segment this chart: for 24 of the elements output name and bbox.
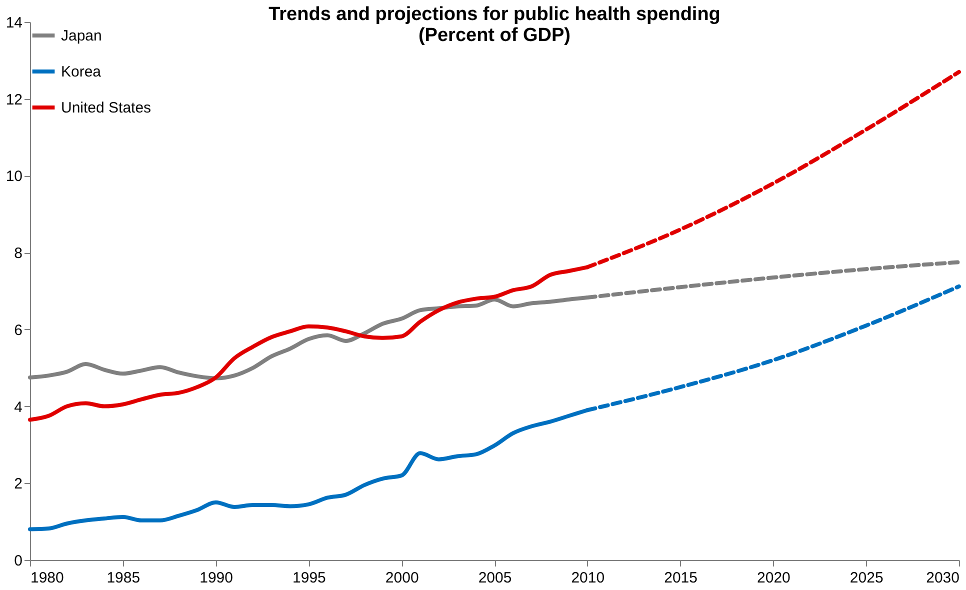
legend-label: United States <box>61 100 152 116</box>
x-tick-label: 2000 <box>385 570 419 586</box>
y-tick-label: 2 <box>14 476 22 493</box>
y-tick-label: 4 <box>14 398 22 416</box>
x-tick-label: 1990 <box>200 570 233 586</box>
x-tick-label: 2030 <box>926 570 960 586</box>
x-tick-label: 2010 <box>571 570 605 586</box>
x-tick-label: 1985 <box>106 570 140 586</box>
y-tick-label: 10 <box>6 168 22 186</box>
text: (Percent of GDP) <box>418 25 571 46</box>
y-tick-label: 0 <box>14 552 22 570</box>
x-tick-label: 1980 <box>30 570 64 586</box>
text: Trends and projections for public health spending <box>268 4 720 25</box>
y-tick-label: 6 <box>14 322 22 339</box>
x-tick-label: 2015 <box>664 570 698 586</box>
legend-label: Japan <box>61 28 102 44</box>
y-tick-label: 14 <box>6 14 22 32</box>
x-tick-label: 2020 <box>757 570 790 586</box>
y-tick-label: 12 <box>6 91 22 108</box>
x-tick-label: 1995 <box>292 570 326 586</box>
x-tick-label: 2005 <box>478 570 512 586</box>
x-tick-label: 2025 <box>850 570 884 586</box>
legend-label: Korea <box>61 64 102 80</box>
y-tick-label: 8 <box>14 245 22 262</box>
